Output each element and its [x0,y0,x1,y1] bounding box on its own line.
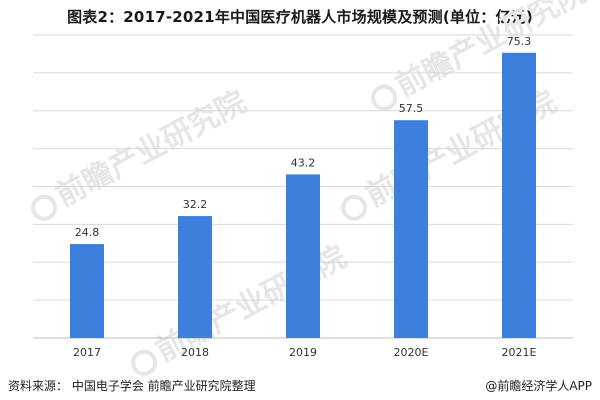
x-tick-label: 2021E [502,346,537,359]
data-label: 43.2 [291,156,316,169]
x-tick-label: 2018 [181,346,209,359]
chart-title: 图表2：2017-2021年中国医疗机器人市场规模及预测(单位：亿元) [67,8,533,26]
bar [286,174,320,338]
x-tick-label: 2017 [73,346,101,359]
x-tick-label: 2020E [394,346,429,359]
source-note: 资料来源： 中国电子学会 前瞻产业研究院整理 [8,379,256,393]
bar [70,244,104,338]
bar [178,216,212,338]
data-label: 57.5 [399,102,424,115]
brand-credit: @前瞻经济学人APP [485,379,592,393]
bar [394,120,428,338]
x-tick-label: 2019 [289,346,317,359]
data-label: 75.3 [507,35,532,48]
data-label: 32.2 [183,198,208,211]
bar [502,52,536,339]
data-label: 24.8 [75,226,100,239]
